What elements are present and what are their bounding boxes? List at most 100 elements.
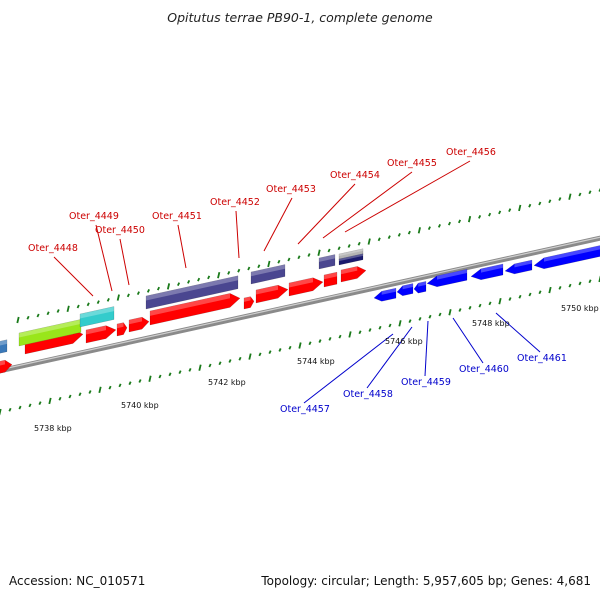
outer-minor-tick bbox=[58, 396, 62, 401]
gene-arrow-shine bbox=[341, 266, 358, 275]
outer-minor-tick bbox=[218, 361, 222, 366]
gene-arrow bbox=[85, 325, 117, 344]
inner-minor-tick bbox=[407, 230, 411, 235]
gene-arrow-shine bbox=[339, 253, 363, 262]
outer-minor-tick bbox=[288, 345, 292, 350]
gene-arrow-shine bbox=[80, 306, 114, 319]
gene-arrow-body bbox=[116, 322, 128, 337]
inner-minor-tick bbox=[257, 264, 261, 269]
outer-minor-tick bbox=[318, 339, 322, 343]
inner-minor-tick bbox=[327, 248, 331, 253]
outer-major-tick bbox=[48, 397, 52, 405]
outer-major-tick bbox=[248, 353, 252, 360]
gene-arrow bbox=[0, 359, 13, 374]
forward-leader-line bbox=[95, 224, 113, 292]
gene-arrow bbox=[0, 339, 8, 354]
outer-minor-tick bbox=[528, 292, 532, 297]
reverse-gene-label: Oter_4458 bbox=[343, 389, 393, 400]
gene-arrow-shine bbox=[0, 360, 5, 366]
topology-value: circular bbox=[321, 574, 366, 588]
reverse-leader-line bbox=[495, 312, 541, 353]
gene-arrow-shine bbox=[117, 322, 124, 329]
outer-minor-tick bbox=[78, 392, 82, 397]
topology-label: Topology: bbox=[261, 574, 318, 588]
gene-arrow bbox=[373, 287, 397, 302]
forward-gene-label: Oter_4454 bbox=[330, 170, 380, 181]
outer-minor-tick bbox=[268, 350, 272, 355]
gene-arrow-body bbox=[79, 306, 115, 328]
accession-value: NC_010571 bbox=[76, 574, 146, 588]
outer-major-tick bbox=[198, 364, 202, 371]
scale-label: 5742 kbp bbox=[208, 378, 246, 387]
scale-label: 5748 kbp bbox=[472, 319, 510, 328]
forward-leader-line bbox=[119, 238, 130, 286]
inner-minor-tick bbox=[427, 226, 431, 230]
outer-major-tick bbox=[0, 408, 2, 416]
forward-gene-label: Oter_4456 bbox=[446, 147, 496, 158]
gene-arrow-body bbox=[128, 316, 150, 333]
inner-major-tick bbox=[166, 283, 171, 290]
inner-major-tick bbox=[518, 204, 522, 212]
inner-minor-tick bbox=[458, 219, 462, 224]
label-leader-lines bbox=[53, 160, 541, 404]
gene-arrow bbox=[533, 245, 600, 270]
gene-arrow-shine bbox=[437, 269, 467, 280]
inner-major-tick bbox=[317, 249, 321, 256]
gene-arrow bbox=[255, 284, 289, 304]
gene-arrow-body bbox=[85, 325, 117, 344]
outer-minor-tick bbox=[38, 401, 42, 406]
inner-minor-tick bbox=[237, 268, 241, 273]
outer-minor-tick bbox=[238, 356, 242, 361]
inner-minor-tick bbox=[136, 291, 140, 295]
inner-minor-tick bbox=[508, 208, 512, 213]
outer-minor-tick bbox=[408, 319, 412, 323]
inner-minor-tick bbox=[558, 197, 562, 201]
tick-track bbox=[0, 188, 600, 416]
length-label: Length: bbox=[373, 574, 420, 588]
forward-leader-line bbox=[263, 197, 293, 252]
gene-arrow bbox=[128, 316, 150, 333]
outer-minor-tick bbox=[28, 403, 32, 408]
outer-major-tick bbox=[448, 309, 452, 316]
forward-leader-line bbox=[235, 210, 240, 259]
outer-minor-tick bbox=[308, 341, 312, 346]
gene-arrow-body bbox=[373, 287, 397, 302]
outer-minor-tick bbox=[278, 348, 282, 352]
inner-minor-tick bbox=[387, 235, 391, 239]
outer-minor-tick bbox=[228, 359, 232, 363]
gene-arrow-shine bbox=[339, 248, 363, 257]
inner-minor-tick bbox=[307, 253, 311, 257]
outer-minor-tick bbox=[328, 336, 332, 341]
outer-minor-tick bbox=[388, 323, 392, 328]
outer-minor-tick bbox=[208, 363, 212, 368]
inner-minor-tick bbox=[357, 241, 361, 246]
gene-arrow bbox=[243, 296, 255, 310]
inner-minor-tick bbox=[187, 280, 191, 284]
gene-arrow-shine bbox=[86, 325, 106, 335]
outer-major-tick bbox=[98, 386, 102, 394]
scale-label: 5740 kbp bbox=[121, 401, 159, 410]
inner-minor-tick bbox=[447, 221, 451, 226]
outer-minor-tick bbox=[588, 279, 592, 284]
gene-arrow bbox=[149, 293, 241, 326]
outer-minor-tick bbox=[368, 328, 372, 332]
gene-arrow bbox=[250, 264, 286, 285]
inner-minor-tick bbox=[247, 266, 251, 271]
outer-major-tick bbox=[148, 375, 152, 382]
forward-gene-label: Oter_4448 bbox=[28, 243, 78, 254]
scale-label: 5744 kbp bbox=[297, 357, 335, 366]
outer-minor-tick bbox=[168, 372, 172, 377]
inner-minor-tick bbox=[146, 288, 150, 293]
inner-minor-tick bbox=[397, 232, 401, 237]
outer-major-tick bbox=[348, 331, 352, 338]
gene-arrow-body bbox=[0, 339, 8, 354]
gene-arrow-shine bbox=[19, 319, 81, 338]
outer-minor-tick bbox=[128, 381, 132, 386]
inner-major-tick bbox=[66, 305, 70, 312]
inner-minor-tick bbox=[347, 244, 351, 248]
accession-label: Accession: bbox=[9, 574, 73, 588]
accession: Accession: NC_010571 bbox=[9, 574, 145, 588]
gene-arrow-shine bbox=[251, 264, 285, 277]
reverse-gene-label: Oter_4459 bbox=[401, 377, 451, 388]
